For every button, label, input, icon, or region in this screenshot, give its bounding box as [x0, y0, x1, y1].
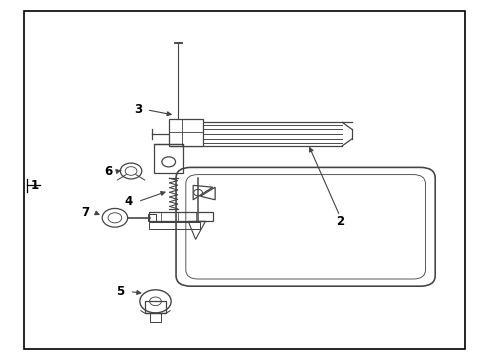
Text: 1: 1 — [31, 179, 39, 192]
Text: 4: 4 — [124, 195, 132, 208]
Bar — [149, 222, 200, 229]
Text: 2: 2 — [335, 215, 343, 228]
Bar — [144, 301, 166, 313]
Bar — [148, 214, 156, 221]
Bar — [149, 313, 161, 322]
Bar — [149, 212, 212, 221]
Bar — [168, 119, 203, 146]
Text: 5: 5 — [116, 285, 123, 298]
Text: 6: 6 — [104, 165, 112, 177]
Bar — [154, 144, 183, 173]
Text: 7: 7 — [81, 206, 89, 219]
Text: 3: 3 — [134, 103, 142, 116]
